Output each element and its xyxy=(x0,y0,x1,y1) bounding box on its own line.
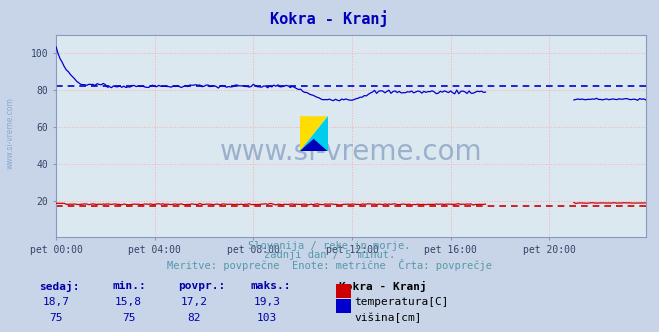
Text: 75: 75 xyxy=(122,313,135,323)
Polygon shape xyxy=(300,139,328,151)
Text: min.:: min.: xyxy=(112,281,146,290)
Text: zadnji dan / 5 minut.: zadnji dan / 5 minut. xyxy=(264,250,395,260)
Text: maks.:: maks.: xyxy=(250,281,291,290)
Text: Kokra - Kranj: Kokra - Kranj xyxy=(339,281,427,291)
Text: 75: 75 xyxy=(49,313,63,323)
Text: 82: 82 xyxy=(188,313,201,323)
Text: 15,8: 15,8 xyxy=(115,297,142,307)
Text: 19,3: 19,3 xyxy=(254,297,280,307)
Text: višina[cm]: višina[cm] xyxy=(355,313,422,323)
Text: Slovenija / reke in morje.: Slovenija / reke in morje. xyxy=(248,241,411,251)
Text: temperatura[C]: temperatura[C] xyxy=(355,297,449,307)
Text: Meritve: povprečne  Enote: metrične  Črta: povprečje: Meritve: povprečne Enote: metrične Črta:… xyxy=(167,259,492,271)
Text: 103: 103 xyxy=(257,313,277,323)
Text: 17,2: 17,2 xyxy=(181,297,208,307)
Text: www.si-vreme.com: www.si-vreme.com xyxy=(219,138,482,166)
Text: 18,7: 18,7 xyxy=(43,297,69,307)
Text: sedaj:: sedaj: xyxy=(40,281,80,291)
Polygon shape xyxy=(300,116,328,151)
Text: www.si-vreme.com: www.si-vreme.com xyxy=(5,97,14,169)
Text: povpr.:: povpr.: xyxy=(178,281,225,290)
Text: Kokra - Kranj: Kokra - Kranj xyxy=(270,10,389,27)
Polygon shape xyxy=(300,116,328,151)
